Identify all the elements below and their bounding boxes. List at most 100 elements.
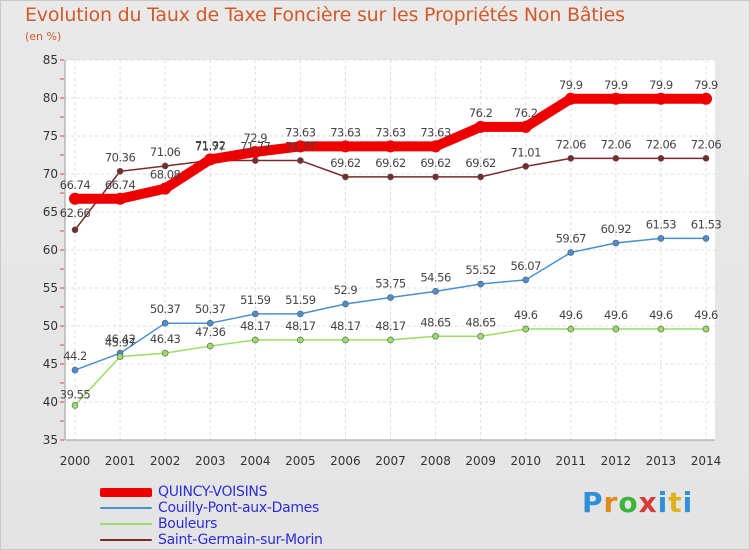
y-tick-label: 80 [43,91,58,105]
data-point [477,280,484,288]
data-label: 69.62 [330,156,361,170]
x-tick-label: 2006 [330,454,361,468]
data-label: 72.9 [243,131,267,145]
data-label: 46.43 [150,332,181,346]
data-label: 70.36 [105,150,136,164]
data-point [342,173,349,181]
data-label: 71.06 [150,145,181,159]
data-label: 72.06 [601,137,632,151]
data-point [387,336,394,344]
data-label: 79.9 [604,78,628,92]
data-point [567,249,575,256]
data-point [71,366,79,374]
data-point [522,276,530,284]
data-point [609,92,622,105]
x-tick-label: 2000 [60,454,91,468]
data-label: 50.37 [195,302,226,316]
data-label: 71.77 [285,140,316,154]
logo-letter: o [618,486,639,519]
data-label: 62.66 [60,206,91,220]
data-label: 49.6 [604,308,628,322]
data-point [69,192,81,205]
legend-item: Couilly-Pont-aux-Dames [100,500,323,516]
x-tick-label: 2002 [150,454,181,468]
data-point [161,162,169,170]
data-point [432,173,439,181]
y-tick-label: 70 [43,167,58,181]
data-label: 79.9 [694,78,718,92]
logo-letter: r [603,486,619,519]
data-label: 72.06 [556,137,587,151]
data-label: 48.65 [420,315,451,329]
data-point [612,155,620,162]
data-label: 72.06 [646,137,677,151]
data-point [657,235,665,242]
logo-letter: i [657,486,669,519]
legend-label: Saint-Germain-sur-Morin [158,532,323,548]
data-point [161,319,169,327]
data-label: 79.9 [649,78,673,92]
y-axis-unit-label: (en %) [25,30,62,43]
x-tick-label: 2010 [510,454,541,468]
data-label: 49.6 [514,308,538,322]
series-bouleurs [71,325,710,409]
x-tick-label: 2008 [420,454,451,468]
data-point [387,294,394,301]
data-label: 54.56 [420,270,451,284]
data-point [251,336,259,344]
data-label: 73.63 [420,125,451,139]
x-tick-label: 2001 [105,454,136,468]
data-point [432,332,439,340]
y-tick-label: 50 [43,319,58,333]
data-point [339,140,352,153]
logo-letter: P [582,486,604,519]
data-point [564,92,577,105]
data-point [297,157,304,164]
data-point [567,325,575,333]
data-point [567,155,575,162]
series-couilly-pont-aux-dames [71,235,710,374]
data-point [474,120,487,133]
data-label: 49.6 [694,308,718,322]
data-point [429,140,442,153]
legend-swatch [100,507,152,509]
data-label: 45.97 [105,336,136,350]
legend-item: Bouleurs [100,516,323,532]
y-tick-label: 85 [43,53,58,67]
data-point [71,226,79,234]
data-point [522,163,530,170]
y-tick-label: 75 [43,129,58,143]
proxiti-logo: Proxiti [582,486,693,519]
data-label: 76.2 [469,106,493,120]
y-tick-label: 60 [43,243,58,257]
legend-item: Saint-Germain-sur-Morin [100,532,323,548]
data-label: 60.92 [601,222,632,236]
data-label: 48.17 [285,319,316,333]
data-label: 46.42 [105,332,136,346]
data-label: 73.63 [375,125,406,139]
data-point [657,325,665,333]
legend-label: Couilly-Pont-aux-Dames [158,500,319,516]
data-label: 79.9 [559,78,583,92]
data-point [251,157,259,164]
data-point [477,173,484,181]
data-label: 39.55 [60,387,91,401]
x-tick-label: 2004 [240,454,271,468]
data-label: 73.63 [285,125,316,139]
series-quincy-voisins [69,92,712,205]
data-label: 51.59 [240,293,271,307]
data-label: 51.59 [285,293,316,307]
legend-label: Bouleurs [158,516,218,532]
data-point [342,300,349,308]
x-tick-label: 2014 [691,454,722,468]
data-point [432,288,439,295]
data-point [477,332,484,340]
data-point [702,325,710,333]
data-label: 48.65 [465,315,496,329]
data-point [206,342,214,350]
data-point [206,319,214,327]
data-label: 61.53 [691,217,722,231]
data-point [657,155,665,162]
data-point [297,310,304,318]
data-label: 52.9 [334,283,358,297]
